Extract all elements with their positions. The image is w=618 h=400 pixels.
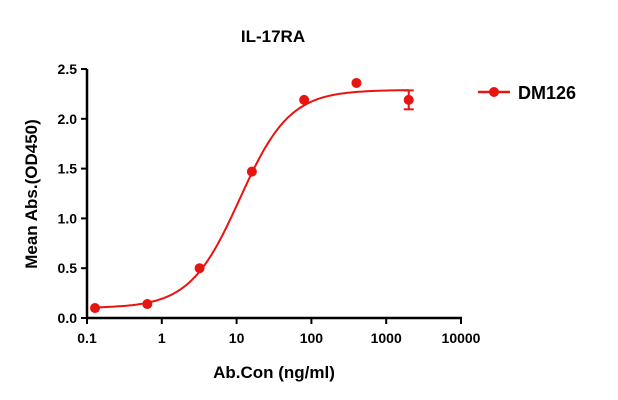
y-tick-label: 0.0 <box>58 310 78 326</box>
data-point <box>403 94 414 105</box>
x-tick-label: 0.1 <box>77 330 97 346</box>
x-tick-label: 1000 <box>371 330 402 346</box>
x-axis-label: Ab.Con (ng/ml) <box>213 363 335 382</box>
plot-area <box>90 77 414 314</box>
x-tick-label: 10000 <box>442 330 481 346</box>
data-point <box>351 77 362 88</box>
data-point <box>299 94 310 105</box>
x-tick-label: 1 <box>158 330 166 346</box>
x-tick-label: 10 <box>229 330 245 346</box>
y-tick-label: 2.0 <box>58 111 78 127</box>
y-tick-label: 1.0 <box>58 210 78 226</box>
data-point <box>246 166 257 177</box>
x-tick-label: 100 <box>300 330 324 346</box>
legend-marker <box>489 87 499 97</box>
y-axis-label: Mean Abs.(OD450) <box>22 119 41 269</box>
data-point <box>194 263 205 274</box>
data-point <box>142 299 153 310</box>
chart-title: IL-17RA <box>241 27 305 46</box>
data-point <box>90 303 101 314</box>
y-tick-label: 1.5 <box>58 161 78 177</box>
legend-label: DM126 <box>518 83 576 103</box>
legend: DM126 <box>478 83 576 103</box>
y-tick-label: 0.5 <box>58 260 78 276</box>
y-tick-label: 2.5 <box>58 61 78 77</box>
axes: 0.1 1 10 100 1000 10000 0.0 0.5 1.0 1.5 2.0 2.5 <box>58 61 481 346</box>
fit-curve <box>94 89 409 309</box>
